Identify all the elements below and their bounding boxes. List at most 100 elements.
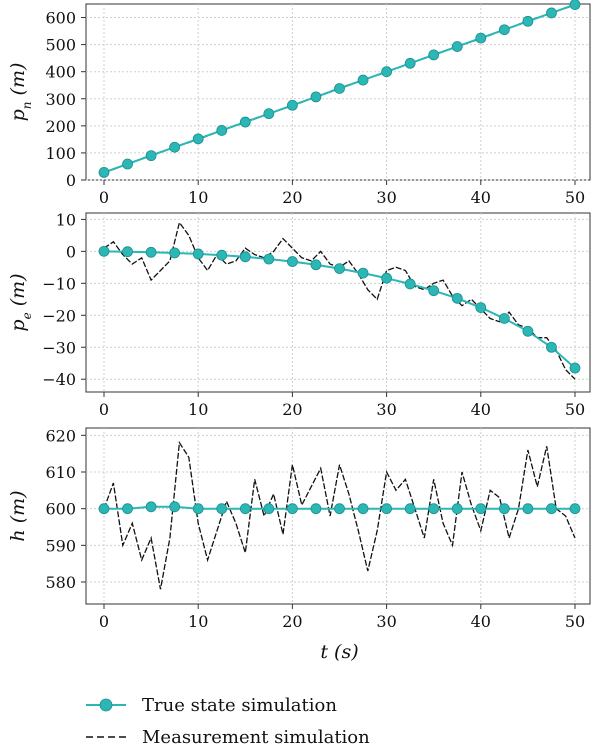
true-state-point [475,302,487,314]
true-state-point [451,41,463,52]
true-state-point [169,501,181,513]
y-axis-label: h (m) [7,490,29,541]
y-tick-label: 100 [45,144,76,163]
y-tick-label: 0 [66,171,76,190]
plot-frame [85,212,591,393]
legend-label-true-state: True state simulation [142,695,337,716]
true-state-point [569,0,581,10]
true-state-point [451,292,463,304]
true-state-point [286,503,298,515]
y-tick-label: 500 [45,36,76,55]
true-state-point [192,248,204,260]
x-tick-label: 20 [282,188,302,207]
true-state-point [310,259,322,271]
true-state-point [357,503,369,515]
x-tick-label: 40 [471,188,491,207]
y-tick-label: 10 [56,210,76,229]
true-state-point [546,7,557,19]
x-tick-label: 30 [376,612,396,631]
true-state-point [357,267,369,279]
true-state-point [475,503,487,515]
true-state-point [475,32,487,44]
true-state-point [357,74,369,86]
true-state-point [498,313,510,324]
true-state-point [334,83,345,94]
true-state-point [145,150,157,162]
true-state-point [428,285,440,297]
true-state-point [428,503,440,515]
x-tick-label: 30 [376,188,396,207]
true-state-point [122,246,133,258]
y-axis-label: pn (m) [7,63,34,122]
true-state-point [404,278,416,290]
y-tick-label: 620 [45,426,76,445]
y-tick-label: −40 [42,370,76,389]
x-tick-label: 0 [99,612,109,631]
y-tick-label: 300 [45,90,76,109]
x-tick-label: 50 [565,400,585,419]
true-state-point [216,125,228,136]
true-state-point [216,249,228,261]
true-state-point [498,503,510,515]
true-state-point [522,325,534,337]
true-state-point [145,501,157,513]
true-state-point [263,253,275,265]
true-state-point [404,57,416,69]
legend-label-measurement: Measurement simulation [142,727,370,748]
true-state-point [310,503,322,515]
true-state-point [192,133,204,145]
true-state-point [522,503,534,515]
y-tick-label: 0 [66,242,76,261]
y-tick-label: 590 [45,536,76,555]
measurement-series-line [103,440,576,590]
true-state-point [122,158,133,170]
x-tick-label: 30 [376,400,396,419]
true-state-point [310,91,322,103]
true-state-point [263,503,275,515]
true-state-point [381,272,393,284]
true-state-point [239,251,251,263]
y-tick-label: −30 [42,338,76,357]
true-state-point [404,503,416,515]
x-tick-label: 20 [282,400,302,419]
true-state-point [192,503,204,515]
true-state-point [98,503,110,515]
true-state-point [569,362,581,374]
true-state-point [122,503,133,515]
x-tick-label: 10 [188,188,208,207]
true-state-point [239,503,251,515]
true-state-point [569,503,581,515]
true-state-point [381,66,393,78]
true-state-point [498,24,510,36]
true-state-point [239,116,251,128]
true-state-point [263,108,275,120]
x-tick-label: 10 [188,400,208,419]
x-tick-label: 20 [282,612,302,631]
y-tick-label: 200 [45,117,76,136]
x-tick-label: 0 [99,188,109,207]
true-state-point [334,503,345,515]
y-axis-label: pe (m) [7,273,34,331]
y-tick-label: −10 [42,274,76,293]
true-state-point [169,141,181,153]
true-state-point [451,503,463,515]
x-tick-label: 40 [471,400,491,419]
panel-2: 0 10 20 30 40 50 10 0 −10 −20 −30 −40 pe (m) [7,210,591,419]
x-tick-label: 50 [565,188,585,207]
y-tick-label: 600 [45,9,76,28]
x-tick-label: 0 [99,400,109,419]
x-tick-label: 10 [188,612,208,631]
true-state-point [216,503,228,515]
true-state-point [546,341,557,353]
y-tick-label: 610 [45,463,76,482]
legend: True state simulation Measurement simulat… [86,695,370,748]
true-state-point [381,503,393,515]
x-axis-label: t (s) [320,641,358,663]
x-tick-label: 50 [565,612,585,631]
true-state-point [334,263,345,275]
y-tick-label: 400 [45,63,76,82]
true-state-point [145,246,157,258]
y-tick-label: 580 [45,573,76,592]
